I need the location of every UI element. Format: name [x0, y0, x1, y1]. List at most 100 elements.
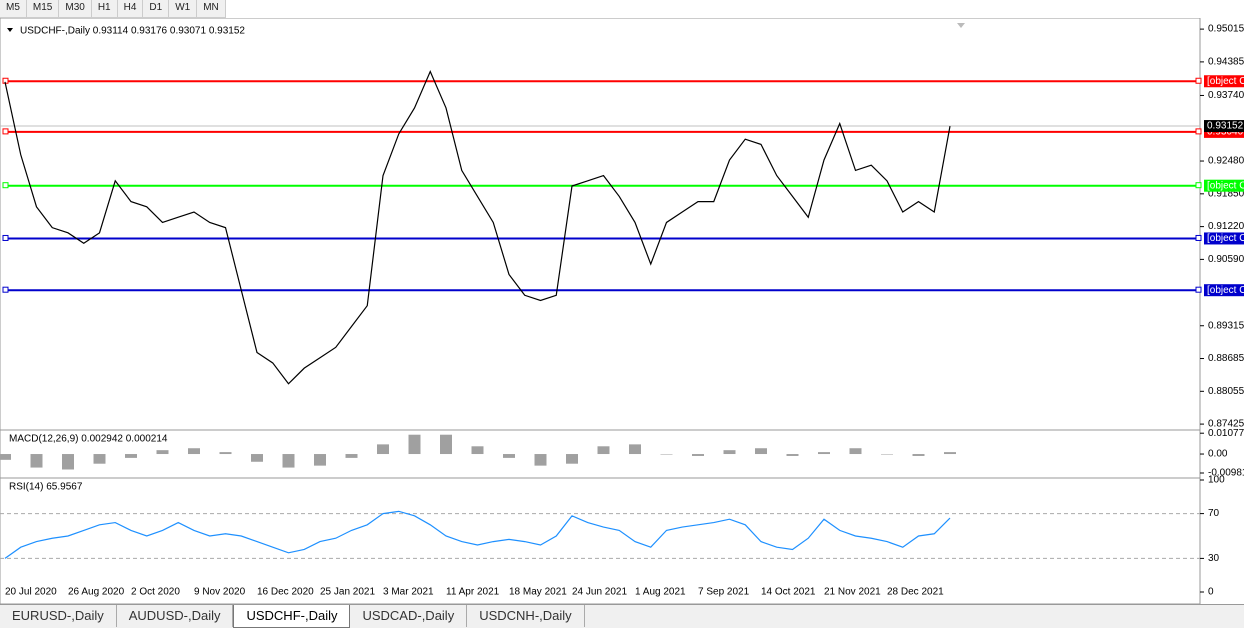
y-tick-label: -0.00981 [1208, 468, 1244, 479]
macd-bar [0, 454, 11, 460]
x-tick-label: 16 Dec 2020 [257, 587, 314, 598]
y-tick-label: 100 [1208, 475, 1225, 486]
macd-bar [219, 452, 232, 455]
level-handle [1195, 182, 1202, 189]
y-tick-label: 30 [1208, 553, 1220, 564]
macd-bar [125, 454, 137, 458]
macd-bar [912, 454, 925, 456]
y-tick-label: 0.88685 [1208, 353, 1244, 364]
level-handle [2, 234, 9, 241]
macd-bar [156, 450, 169, 455]
level-label-box [1204, 75, 1244, 88]
level-handle [2, 182, 9, 189]
level-handle [2, 128, 9, 135]
y-tick-label: 0.95015 [1208, 24, 1244, 35]
macd-bar [282, 454, 295, 468]
x-tick-label: 28 Dec 2021 [887, 587, 944, 598]
panel-title: RSI(14) 65.9567 [9, 482, 83, 493]
y-tick-label: 0.93740 [1208, 90, 1244, 101]
y-tick-label: 0.94385 [1208, 57, 1244, 68]
macd-bar [93, 454, 106, 464]
macd-bar [849, 448, 862, 455]
x-tick-label: 9 Nov 2020 [194, 587, 246, 598]
panel-title: USDCHF-,Daily 0.93114 0.93176 0.93071 0.… [20, 26, 245, 37]
macd-bar [251, 454, 263, 462]
macd-bar [314, 454, 326, 466]
shift-marker [957, 23, 965, 28]
chart-tab[interactable]: USDCAD-,Daily [350, 605, 468, 627]
chart-frame [0, 18, 1201, 604]
level-label: [object Object] [1207, 76, 1244, 87]
y-tick-label: 0.90590 [1208, 254, 1244, 265]
timeframe-button[interactable]: M5 [0, 0, 27, 17]
timeframe-button[interactable]: H4 [118, 0, 144, 17]
macd-bar [440, 434, 452, 455]
y-tick-label: 0.91220 [1208, 221, 1244, 232]
timeframe-button[interactable]: M30 [59, 0, 92, 17]
chart: USDCHF-,Daily 0.93114 0.93176 0.93071 0.… [0, 18, 1244, 604]
y-tick-label: 0.91850 [1208, 188, 1244, 199]
macd-bar [188, 448, 200, 455]
macd-bar [62, 454, 74, 470]
timeframe-button[interactable]: H1 [92, 0, 118, 17]
macd-bar [345, 454, 358, 458]
y-tick-label: 0.88055 [1208, 386, 1244, 397]
level-label-box [1204, 179, 1244, 192]
timeframe-button[interactable]: M15 [27, 0, 60, 17]
title-arrow [7, 28, 13, 32]
level-label: [object Object] [1207, 180, 1244, 191]
macd-bar [660, 454, 673, 455]
macd-bar [629, 444, 641, 455]
level-label-box [1204, 232, 1244, 245]
y-tick-label: 0 [1208, 587, 1214, 598]
series-line [4, 70, 951, 385]
macd-bar [881, 454, 893, 455]
level-handle [1195, 128, 1202, 135]
x-tick-label: 24 Jun 2021 [572, 587, 627, 598]
last-price-label: 0.93152 [1207, 121, 1244, 132]
chart-tab[interactable]: USDCNH-,Daily [467, 605, 585, 627]
y-tick-label: 0.92480 [1208, 156, 1244, 167]
macd-bar [597, 446, 610, 455]
x-tick-label: 11 Apr 2021 [446, 587, 500, 598]
chart-tabs: EURUSD-,Daily AUDUSD-,Daily USDCHF-,Daily U… [0, 604, 1244, 628]
level-label: [object Object] [1207, 285, 1244, 296]
x-tick-label: 14 Oct 2021 [761, 587, 816, 598]
macd-bar [534, 454, 547, 466]
macd-bar [377, 444, 389, 455]
macd-bar [786, 454, 799, 456]
x-tick-label: 26 Aug 2020 [68, 587, 125, 598]
timeframe-button[interactable]: D1 [143, 0, 170, 17]
y-tick-label: 70 [1208, 508, 1220, 519]
chart-tab[interactable]: EURUSD-,Daily [0, 605, 117, 627]
chart-tab[interactable]: USDCHF-,Daily [233, 605, 351, 628]
timeframe-button[interactable]: MN [197, 0, 226, 17]
y-tick-label: 0.89315 [1208, 320, 1244, 331]
y-tick-label: 0.010777 [1208, 428, 1244, 439]
series-line [4, 510, 951, 559]
macd-bar [471, 446, 484, 455]
x-tick-label: 18 May 2021 [509, 587, 567, 598]
y-tick-label: 0.87425 [1208, 419, 1244, 430]
level-handle [1195, 77, 1202, 84]
level-label-box [1204, 284, 1244, 297]
panel-title: MACD(12,26,9) 0.002942 0.000214 [9, 434, 168, 445]
x-tick-label: 7 Sep 2021 [698, 587, 750, 598]
macd-bar [566, 454, 578, 464]
x-tick-label: 20 Jul 2020 [5, 587, 57, 598]
level-handle [2, 286, 9, 293]
macd-bar [408, 434, 421, 455]
x-tick-label: 1 Aug 2021 [635, 587, 686, 598]
macd-bar [723, 450, 736, 455]
timeframe-button[interactable]: W1 [169, 0, 198, 17]
y-tick-label: 0.00 [1208, 449, 1228, 460]
level-handle [1195, 234, 1202, 241]
macd-bar [30, 454, 43, 468]
macd-bar [944, 452, 956, 455]
macd-bar [503, 454, 515, 458]
timeframe-toolbar: M5 M15 M30 H1 H4 D1 W1 MN [0, 0, 226, 18]
chart-tab[interactable]: AUDUSD-,Daily [117, 605, 234, 627]
x-tick-label: 21 Nov 2021 [824, 587, 881, 598]
x-tick-label: 3 Mar 2021 [383, 587, 434, 598]
